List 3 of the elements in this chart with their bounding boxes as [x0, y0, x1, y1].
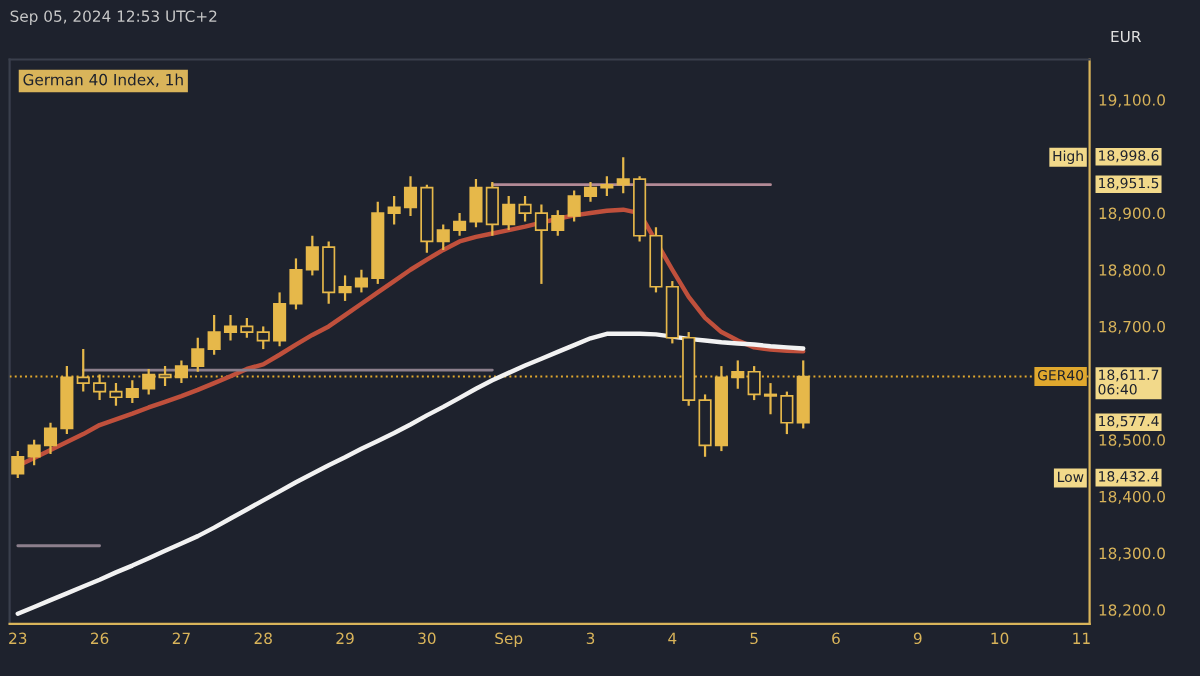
candlestick — [796, 359, 810, 430]
line-series — [15, 331, 806, 616]
candlestick — [11, 449, 25, 480]
